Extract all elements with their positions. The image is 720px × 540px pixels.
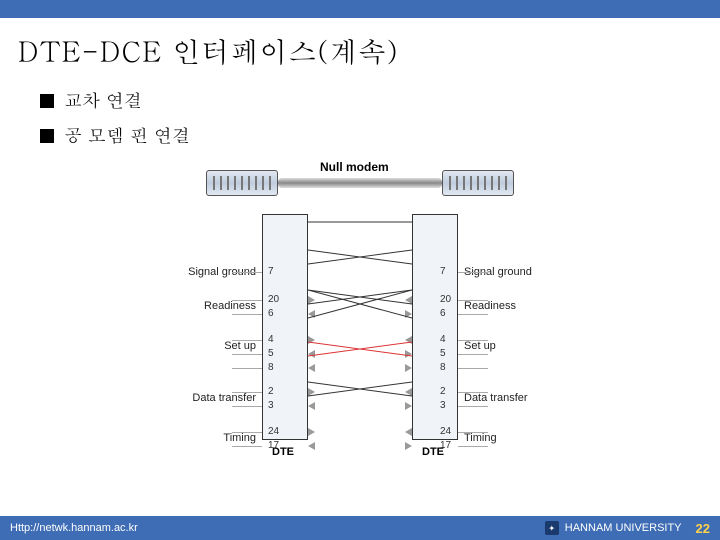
pin-stub [458,354,488,355]
pin-number: 20 [440,294,451,305]
pin-number: 6 [268,308,274,319]
footer-bar: Http://netwk.hannam.ac.kr ✦ HANNAM UNIVE… [0,516,720,540]
pin-stub [232,354,262,355]
dte-box-right [412,214,458,440]
pin-stub [458,432,488,433]
bullet-text: 교차 연결 [64,88,142,113]
bullet-text: 공 모뎀 핀 연결 [64,123,190,148]
dte-label-right: DTE [422,446,444,458]
connector-left [206,170,278,196]
bullet-item: 공 모뎀 핀 연결 [40,123,680,148]
null-modem-label: Null modem [320,160,389,174]
pin-stub [232,368,262,369]
pin-number: 24 [440,426,451,437]
footer-org: HANNAM UNIVERSITY [565,522,682,534]
slide-title: DTE-DCE 인터페이스(계속) [0,18,720,78]
footer-url: Http://netwk.hannam.ac.kr [10,522,138,534]
pin-number: 8 [268,362,274,373]
pin-stub [458,406,488,407]
group-label: Timing [464,432,544,444]
pin-stub [458,300,488,301]
pin-number: 20 [268,294,279,305]
group-label: Readiness [464,300,544,312]
pin-number: 5 [268,348,274,359]
group-label: Data transfer [464,392,544,404]
null-modem-diagram: Null modem Signal ground7Readiness206Set… [110,164,610,474]
pin-number: 5 [440,348,446,359]
group-label: Set up [176,340,256,352]
pin-stub [232,314,262,315]
pin-triangle-icon [405,442,412,450]
diagram-container: Null modem Signal ground7Readiness206Set… [0,164,720,474]
pin-stub [458,446,488,447]
bullet-item: 교차 연결 [40,88,680,113]
page-number: 22 [696,521,710,536]
pin-number: 7 [268,266,274,277]
pin-stub [232,340,262,341]
connector-right [442,170,514,196]
group-label: Data transfer [176,392,256,404]
pin-number: 2 [268,386,274,397]
bullet-list: 교차 연결 공 모뎀 핀 연결 [0,78,720,164]
cable [278,178,442,188]
pin-number: 4 [268,334,274,345]
pin-stub [232,300,262,301]
pin-number: 6 [440,308,446,319]
bullet-square-icon [40,94,54,108]
university-logo-icon: ✦ [545,521,559,535]
pin-stub [458,392,488,393]
pin-number: 24 [268,426,279,437]
bullet-square-icon [40,129,54,143]
pin-number: 7 [440,266,446,277]
pin-number: 3 [440,400,446,411]
pin-stub [232,446,262,447]
pin-stub [232,272,262,273]
pin-stub [232,392,262,393]
pin-stub [232,432,262,433]
wire-lines [308,214,412,440]
pin-number: 2 [440,386,446,397]
pin-stub [232,406,262,407]
pin-stub [458,314,488,315]
group-label: Timing [176,432,256,444]
pin-stub [458,272,488,273]
pin-number: 3 [268,400,274,411]
pin-number: 8 [440,362,446,373]
dte-label-left: DTE [272,446,294,458]
group-label: Set up [464,340,544,352]
pin-triangle-icon [308,442,315,450]
pin-stub [458,368,488,369]
group-label: Readiness [176,300,256,312]
top-bar [0,0,720,18]
pin-number: 4 [440,334,446,345]
pin-stub [458,340,488,341]
